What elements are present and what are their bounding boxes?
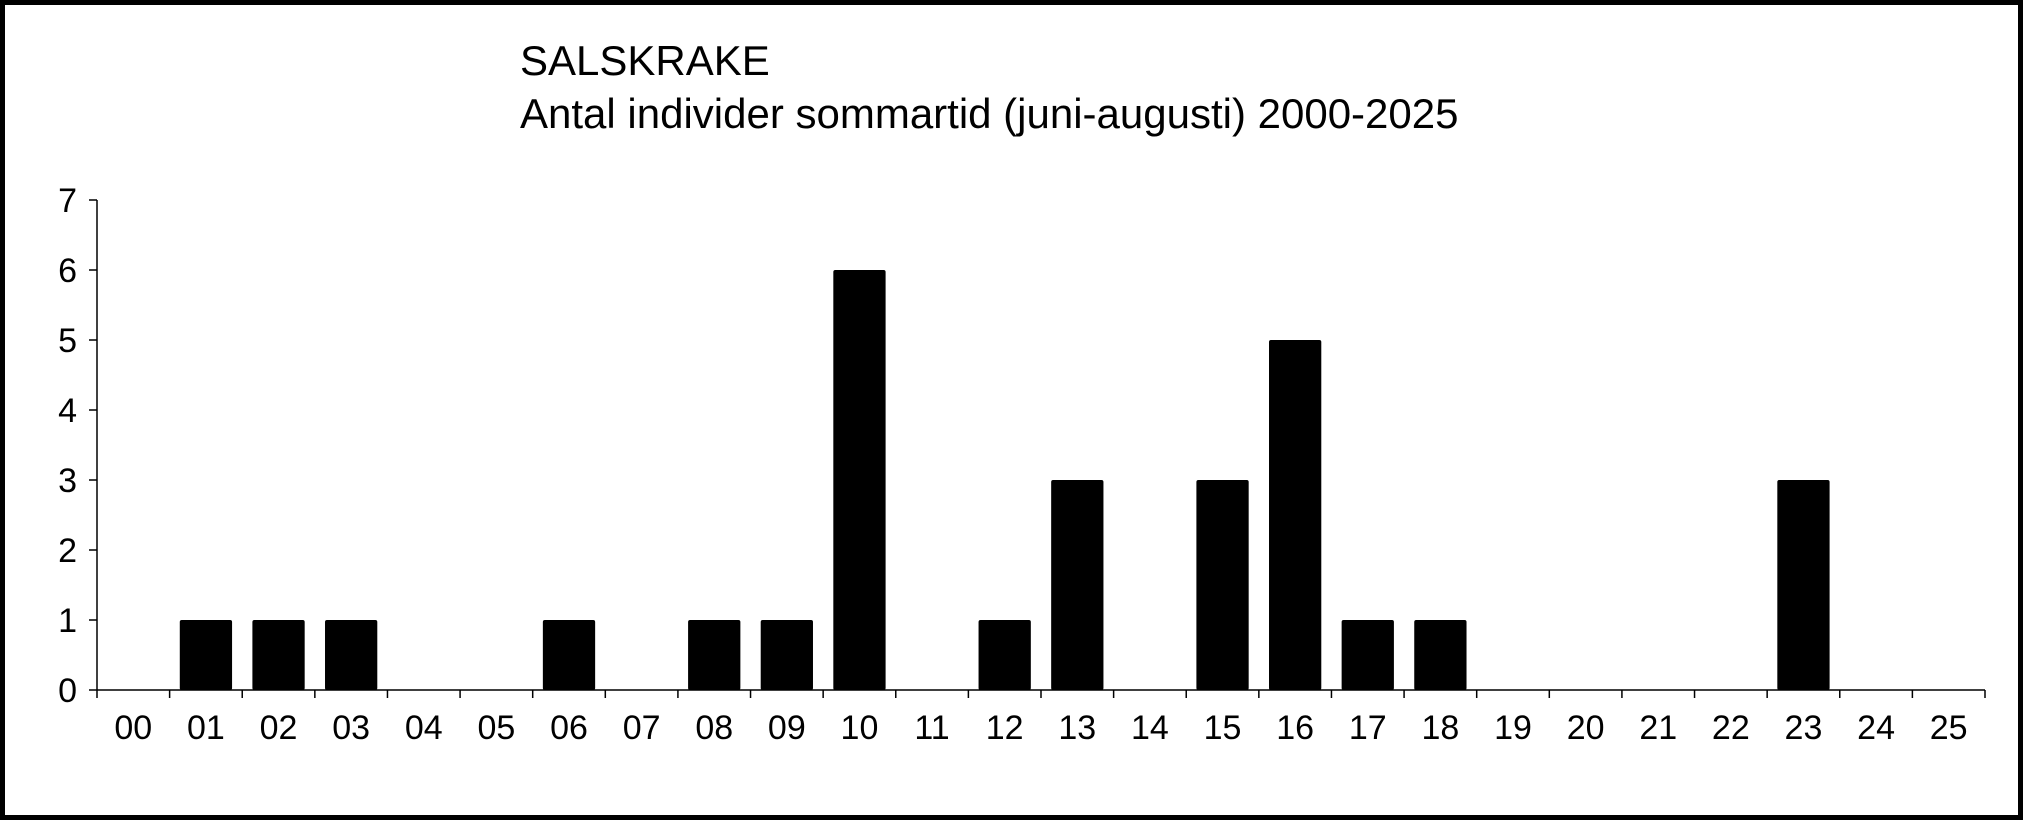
x-tick-label: 04 — [405, 709, 443, 747]
y-tick-label: 1 — [58, 602, 77, 640]
bar-09 — [760, 620, 813, 690]
x-tick-label: 02 — [260, 709, 298, 747]
x-tick-label: 25 — [1930, 709, 1968, 747]
bars — [179, 270, 1830, 690]
y-tick-label: 7 — [58, 182, 77, 220]
x-tick-label: 21 — [1639, 709, 1677, 747]
x-tick-label: 18 — [1421, 709, 1459, 747]
x-tick-label: 16 — [1276, 709, 1314, 747]
x-tick-label: 12 — [986, 709, 1024, 747]
y-tick-label: 0 — [58, 672, 77, 710]
x-tick-label: 11 — [914, 709, 949, 747]
bar-10 — [833, 270, 886, 690]
x-axis-ticks: 00 01 02 03 04 05 06 07 08 09 10 11 12 13 14 15 16 17 18 19… — [96, 690, 1986, 747]
x-tick-label: 05 — [477, 709, 515, 747]
x-tick-label: 03 — [332, 709, 370, 747]
x-tick-label: 01 — [187, 709, 225, 747]
bar-18 — [1414, 620, 1467, 690]
y-tick-label: 2 — [58, 532, 77, 570]
chart-subtitle: Antal individer sommartid (juni-augusti)… — [520, 90, 1459, 137]
x-tick-label: 19 — [1494, 709, 1532, 747]
bar-15 — [1196, 480, 1249, 690]
x-tick-label: 13 — [1058, 709, 1096, 747]
x-tick-label: 15 — [1204, 709, 1242, 747]
x-tick-label: 17 — [1349, 709, 1387, 747]
chart-title: SALSKRAKE — [520, 37, 770, 84]
bar-12 — [978, 620, 1031, 690]
bar-13 — [1051, 480, 1104, 690]
x-tick-label: 07 — [623, 709, 661, 747]
x-tick-label: 00 — [114, 709, 152, 747]
y-tick-label: 5 — [58, 322, 77, 360]
x-tick-label: 22 — [1712, 709, 1750, 747]
bar-06 — [542, 620, 596, 690]
bar-23 — [1777, 480, 1830, 690]
x-tick-label: 09 — [768, 709, 806, 747]
y-tick-label: 3 — [58, 462, 77, 500]
bar-08 — [688, 620, 741, 690]
bar-01 — [179, 620, 233, 690]
y-tick-label: 4 — [58, 392, 77, 430]
bar-16 — [1269, 340, 1322, 690]
y-axis-ticks: 0 1 2 3 4 5 6 7 — [58, 182, 97, 710]
x-tick-label: 23 — [1785, 709, 1823, 747]
bar-02 — [252, 620, 305, 690]
y-tick-label: 6 — [58, 252, 77, 290]
x-tick-label: 24 — [1857, 709, 1895, 747]
x-tick-label: 06 — [550, 709, 588, 747]
x-tick-label: 10 — [841, 709, 879, 747]
x-tick-label: 08 — [695, 709, 733, 747]
x-tick-label: 14 — [1131, 709, 1169, 747]
x-tick-label: 20 — [1567, 709, 1605, 747]
bar-17 — [1341, 620, 1394, 690]
bar-03 — [325, 620, 378, 690]
